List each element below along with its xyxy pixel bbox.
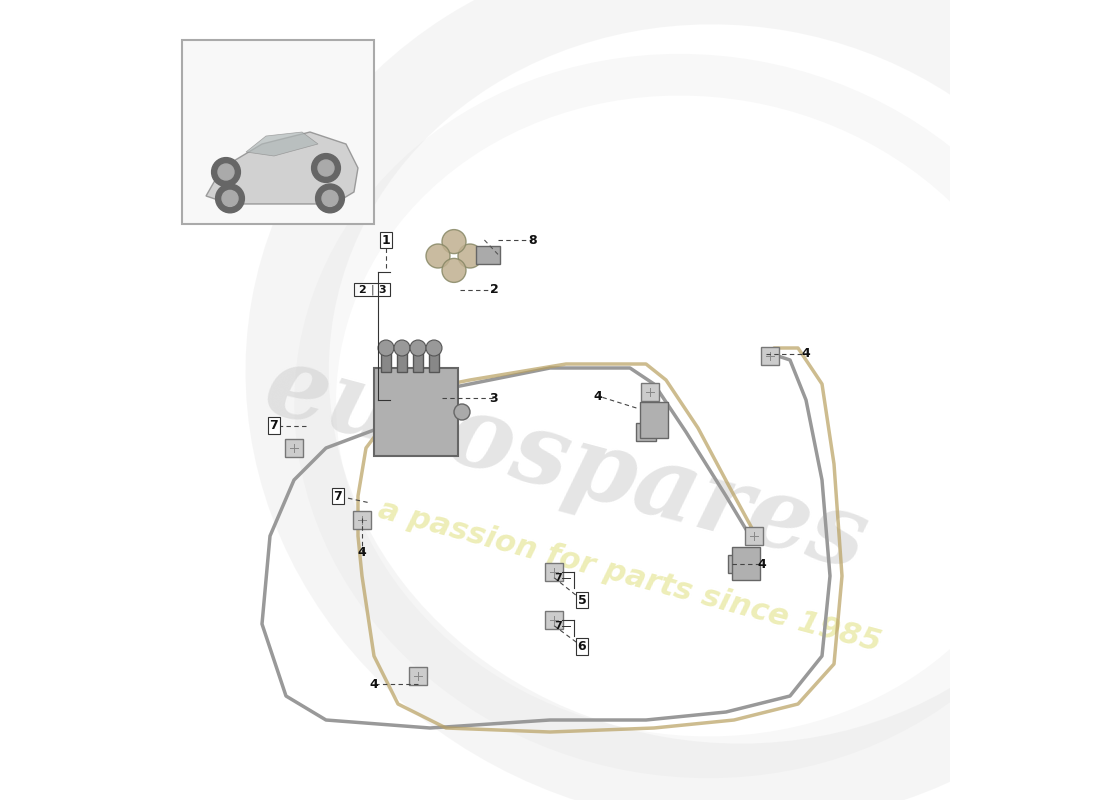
Text: 7: 7 xyxy=(554,573,562,582)
Bar xyxy=(397,352,407,372)
Text: 3: 3 xyxy=(490,392,498,405)
Polygon shape xyxy=(246,132,318,156)
Circle shape xyxy=(378,340,394,356)
Text: 5: 5 xyxy=(578,594,586,606)
Text: |: | xyxy=(371,284,374,295)
FancyBboxPatch shape xyxy=(546,563,563,581)
Text: 7: 7 xyxy=(554,621,562,630)
FancyBboxPatch shape xyxy=(639,402,669,438)
Text: 7: 7 xyxy=(333,490,342,502)
FancyBboxPatch shape xyxy=(727,555,748,573)
Circle shape xyxy=(458,244,482,268)
FancyBboxPatch shape xyxy=(409,667,427,685)
FancyBboxPatch shape xyxy=(285,439,303,457)
Polygon shape xyxy=(206,132,358,204)
Bar xyxy=(429,352,439,372)
Text: 1: 1 xyxy=(382,234,390,246)
FancyBboxPatch shape xyxy=(476,246,499,264)
Text: 7: 7 xyxy=(270,419,278,432)
Circle shape xyxy=(426,244,450,268)
FancyBboxPatch shape xyxy=(546,611,563,629)
Circle shape xyxy=(222,190,238,206)
Text: 2: 2 xyxy=(490,283,498,296)
Circle shape xyxy=(442,230,466,254)
Circle shape xyxy=(410,340,426,356)
Text: 4: 4 xyxy=(594,390,603,402)
Text: 4: 4 xyxy=(802,347,811,360)
Text: eurospares: eurospares xyxy=(254,338,878,590)
Text: 2: 2 xyxy=(359,285,366,294)
Circle shape xyxy=(394,340,410,356)
FancyBboxPatch shape xyxy=(761,347,779,365)
Text: 8: 8 xyxy=(528,234,537,246)
Text: 6: 6 xyxy=(578,640,586,653)
FancyBboxPatch shape xyxy=(745,527,762,545)
Text: a passion for parts since 1985: a passion for parts since 1985 xyxy=(375,494,884,658)
Bar xyxy=(354,283,390,296)
FancyBboxPatch shape xyxy=(732,547,760,580)
Circle shape xyxy=(311,154,340,182)
Circle shape xyxy=(318,160,334,176)
Circle shape xyxy=(218,164,234,180)
Circle shape xyxy=(216,184,244,213)
Text: 4: 4 xyxy=(370,678,378,690)
Text: 3: 3 xyxy=(378,285,386,294)
FancyBboxPatch shape xyxy=(374,368,458,456)
FancyBboxPatch shape xyxy=(636,423,657,441)
Bar xyxy=(414,352,422,372)
Circle shape xyxy=(316,184,344,213)
FancyBboxPatch shape xyxy=(182,40,374,224)
Circle shape xyxy=(426,340,442,356)
Text: 4: 4 xyxy=(758,558,767,570)
Bar xyxy=(382,352,390,372)
Circle shape xyxy=(454,404,470,420)
Text: 4: 4 xyxy=(358,546,366,558)
Circle shape xyxy=(442,258,466,282)
FancyBboxPatch shape xyxy=(641,383,659,401)
FancyBboxPatch shape xyxy=(353,511,371,529)
Circle shape xyxy=(322,190,338,206)
Circle shape xyxy=(211,158,241,186)
